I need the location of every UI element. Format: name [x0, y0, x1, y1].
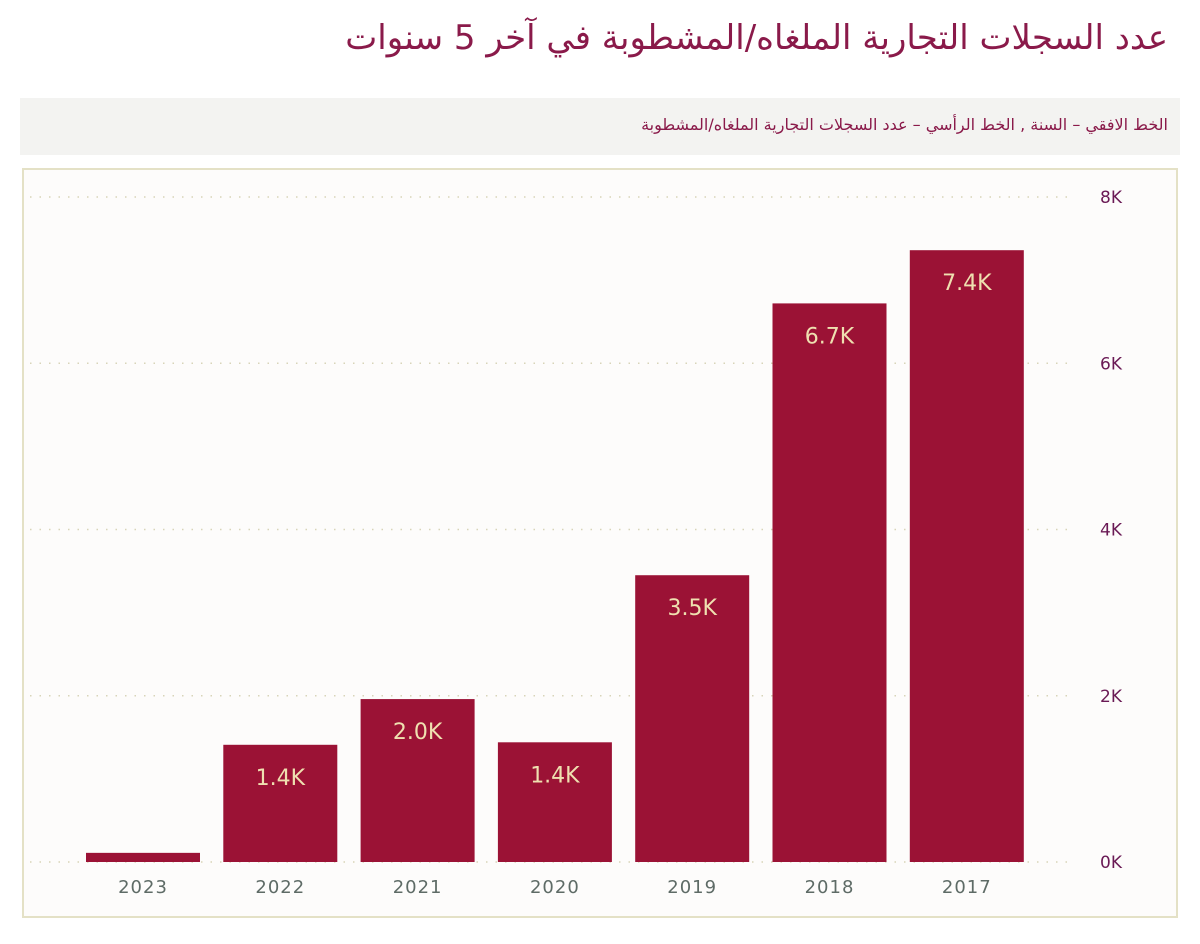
- data-label: 7.4K: [942, 271, 992, 296]
- bar-2020: [497, 742, 612, 862]
- x-tick-label: 2017: [942, 877, 992, 898]
- bar-2017: [909, 250, 1024, 862]
- x-tick-label: 2018: [805, 877, 855, 898]
- axis-legend-bar: الخط الافقي – السنة , الخط الرأسي – عدد …: [20, 98, 1180, 155]
- data-label: 2.0K: [393, 720, 443, 745]
- bar-2018: [772, 303, 887, 862]
- y-tick-label: 4K: [1100, 521, 1123, 541]
- data-label: 3.5K: [667, 596, 717, 621]
- y-tick-label: 0K: [1100, 853, 1123, 873]
- x-tick-label: 2021: [393, 877, 443, 898]
- x-tick-label: 2023: [118, 877, 168, 898]
- x-tick-label: 2020: [530, 877, 580, 898]
- chart-title: عدد السجلات التجارية الملغاه/المشطوبة في…: [345, 18, 1168, 58]
- bar-2023: [86, 852, 200, 862]
- y-tick-label: 2K: [1100, 687, 1123, 707]
- data-label: 1.4K: [256, 766, 306, 791]
- bar-2022: [223, 744, 338, 862]
- axis-description: الخط الافقي – السنة , الخط الرأسي – عدد …: [641, 115, 1168, 134]
- y-tick-label: 8K: [1100, 188, 1123, 208]
- x-tick-label: 2022: [255, 877, 305, 898]
- y-tick-label: 6K: [1100, 354, 1123, 374]
- data-label: 1.4K: [530, 763, 580, 788]
- bar-2019: [635, 575, 750, 862]
- x-tick-label: 2019: [667, 877, 717, 898]
- bar-2021: [360, 699, 475, 862]
- data-label: 6.7K: [805, 324, 855, 349]
